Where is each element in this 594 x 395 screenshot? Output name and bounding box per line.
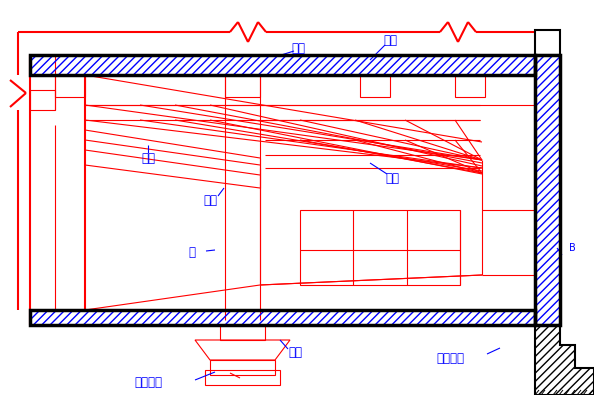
Bar	[30, 55, 535, 75]
Text: 主梁: 主梁	[291, 41, 305, 55]
Text: 地面: 地面	[288, 346, 302, 359]
Bar	[30, 310, 535, 325]
Text: 条形基础: 条形基础	[436, 352, 464, 365]
Bar	[205, 370, 280, 385]
Text: 柱: 柱	[188, 246, 195, 260]
Text: 次梁: 次梁	[141, 152, 155, 164]
Bar	[535, 55, 560, 325]
Text: B: B	[568, 243, 576, 253]
Text: 次梁: 次梁	[385, 171, 399, 184]
Text: 楼板: 楼板	[383, 34, 397, 47]
Bar	[30, 55, 535, 75]
Bar	[455, 75, 485, 97]
Text: 主梁: 主梁	[203, 194, 217, 207]
Bar	[225, 75, 260, 97]
Bar	[535, 30, 560, 55]
Bar	[535, 55, 560, 325]
Bar	[30, 310, 535, 325]
Bar	[220, 325, 265, 340]
Bar	[360, 75, 390, 97]
Bar	[300, 210, 460, 285]
Bar	[210, 360, 275, 375]
Bar	[30, 90, 55, 110]
Text: 独立基础: 独立基础	[134, 376, 162, 389]
Bar	[55, 75, 85, 97]
